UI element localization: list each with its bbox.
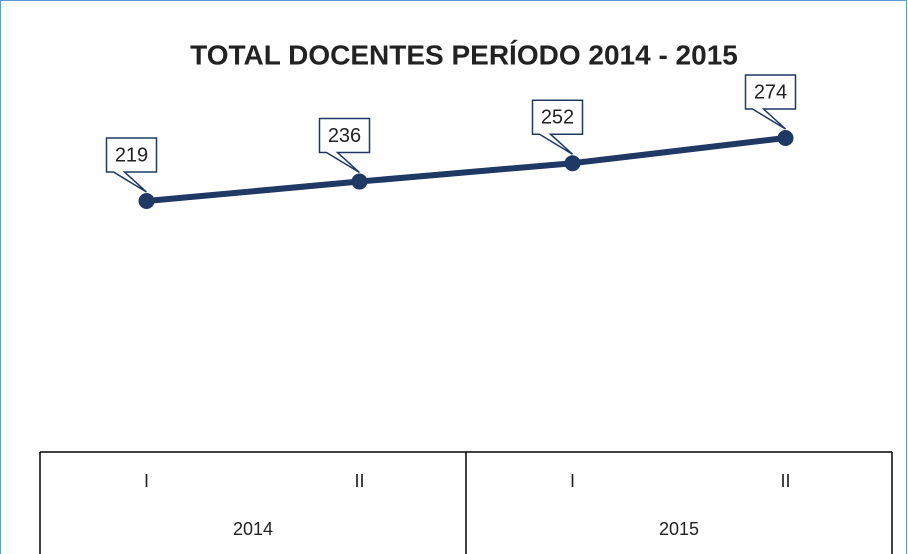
data-label: 236	[328, 125, 361, 147]
label-callout	[531, 99, 584, 155]
group-label: 2014	[233, 519, 273, 539]
line-series	[146, 135, 786, 205]
label-callout	[744, 74, 797, 130]
data-label: 219	[115, 144, 148, 166]
point	[138, 193, 155, 210]
chart-title: TOTAL DOCENTES PERÍODO 2014 - 2015	[190, 39, 738, 70]
x-tick-label: I	[144, 471, 149, 491]
data-label: 274	[754, 81, 787, 103]
label-callout	[105, 137, 158, 193]
x-tick-label: II	[354, 471, 364, 491]
data-label: 252	[541, 106, 574, 128]
point	[564, 155, 581, 172]
point	[351, 173, 368, 190]
x-tick-label: II	[780, 471, 790, 491]
label-callout	[318, 117, 371, 174]
point	[777, 129, 794, 146]
x-tick-label: I	[570, 471, 575, 491]
group-label: 2015	[659, 519, 699, 539]
